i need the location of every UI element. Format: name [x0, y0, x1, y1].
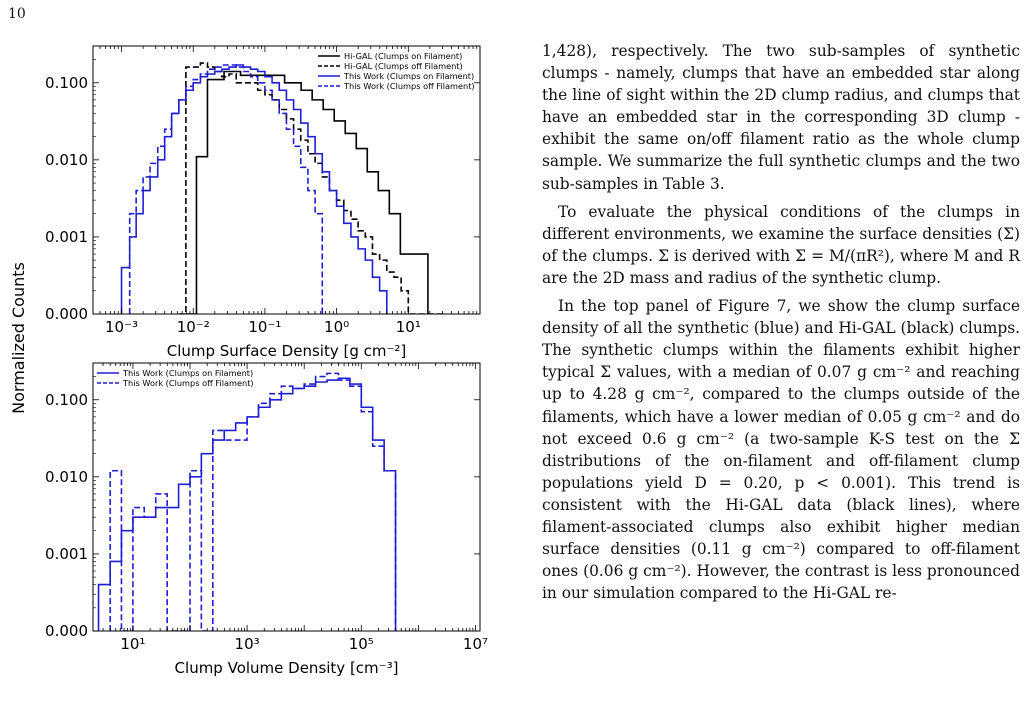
legend-entry: Hi-GAL (Clumps off Filament) — [344, 61, 463, 71]
plot-frame — [92, 362, 481, 632]
series-line-bottom-0 — [97, 377, 397, 631]
legend-entry: This Work (Clumps on Filament) — [122, 368, 253, 378]
y-tick-label: 0.010 — [45, 468, 88, 486]
y-tick-label: 0.100 — [45, 391, 88, 409]
series-line-top-3 — [128, 64, 324, 314]
figure-7: 10⁻³ 10⁻² 10⁻¹ 10⁰ 10¹ 0.000 0.001 0.010 0.100 Cl… — [9, 45, 488, 677]
y-tick-label: 0.010 — [45, 151, 88, 169]
y-tick-label: 0.000 — [45, 622, 88, 640]
x-tick-label: 10¹ — [396, 318, 421, 336]
chart-panel-top: 10⁻³ 10⁻² 10⁻¹ 10⁰ 10¹ 0.000 0.001 0.010 0.100 Cl… — [45, 45, 481, 360]
chart-panel-bottom: 10¹ 10³ 10⁵ 10⁷ 0.000 0.001 0.010 0.100 Clump Vo… — [45, 362, 488, 677]
legend-entry: Hi-GAL (Clumps on Filament) — [344, 51, 462, 61]
y-tick-label: 0.001 — [45, 545, 88, 563]
y-tick-label: 0.000 — [45, 305, 88, 323]
x-tick-label: 10⁻¹ — [248, 318, 281, 336]
page-number: 10 — [8, 6, 26, 22]
x-axis-label: Clump Surface Density [g cm⁻²] — [167, 342, 407, 360]
series-line-top-1 — [178, 62, 445, 314]
x-tick-label: 10⁻³ — [105, 318, 138, 336]
x-tick-label: 10⁷ — [463, 635, 488, 653]
x-tick-label: 10³ — [235, 635, 260, 653]
paragraph-2: To evaluate the physical conditions of t… — [542, 202, 1020, 287]
text-column: 1,428), respectively. The two sub-sample… — [542, 40, 1020, 604]
x-tick-label: 10¹ — [120, 635, 145, 653]
x-tick-label: 10⁵ — [349, 635, 374, 653]
paragraph-3: In the top panel of Figure 7, we show th… — [542, 297, 1020, 603]
paragraph-1: 1,428), respectively. The two sub-sample… — [542, 42, 1020, 193]
series-line-top-2 — [120, 64, 388, 314]
y-axis-label: Normalized Counts — [9, 262, 28, 414]
legend-entry: This Work (Clumps off Filament) — [122, 378, 254, 388]
x-axis-label: Clump Volume Density [cm⁻³] — [175, 659, 399, 677]
y-tick-label: 0.100 — [45, 74, 88, 92]
legend-entry: This Work (Clumps on Filament) — [343, 71, 474, 81]
series-line-bottom-1 — [109, 372, 397, 631]
legend-entry: This Work (Clumps off Filament) — [343, 81, 475, 91]
series-line-top-0 — [185, 70, 429, 314]
x-tick-label: 10⁰ — [324, 318, 349, 336]
x-tick-label: 10⁻² — [177, 318, 210, 336]
y-tick-label: 0.001 — [45, 228, 88, 246]
